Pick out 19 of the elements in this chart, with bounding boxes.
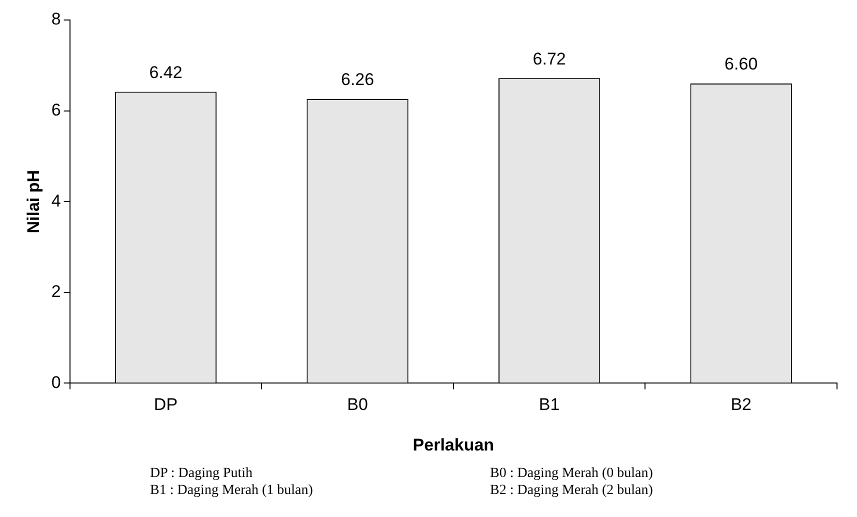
data-label: 6.42 (149, 62, 182, 82)
y-tick-label: 2 (51, 282, 61, 302)
y-tick-label: 4 (51, 191, 61, 210)
text: B0 : Daging Merah (0 bulan) (490, 465, 654, 482)
y-tick-label: 6 (51, 100, 61, 120)
y-tick-label: 0 (51, 372, 61, 392)
x-tick-label: DP (154, 395, 178, 414)
text: B1 : Daging Merah (1 bulan) (150, 482, 314, 499)
text: DP : Daging Putih (150, 465, 254, 482)
text: B2 : Daging Merah (2 bulan) (490, 482, 654, 499)
data-label: 6.60 (724, 54, 758, 74)
x-tick-label: B0 (347, 395, 368, 414)
y-tick-label: 8 (51, 10, 61, 29)
data-label: 6.72 (532, 49, 566, 68)
data-label: 6.26 (340, 70, 374, 90)
x-tick-label: B2 (730, 395, 752, 414)
x-tick-label: B1 (538, 395, 560, 414)
x-axis-title: Perlakuan (412, 435, 494, 454)
y-axis-title: Nilai pH (24, 170, 43, 234)
